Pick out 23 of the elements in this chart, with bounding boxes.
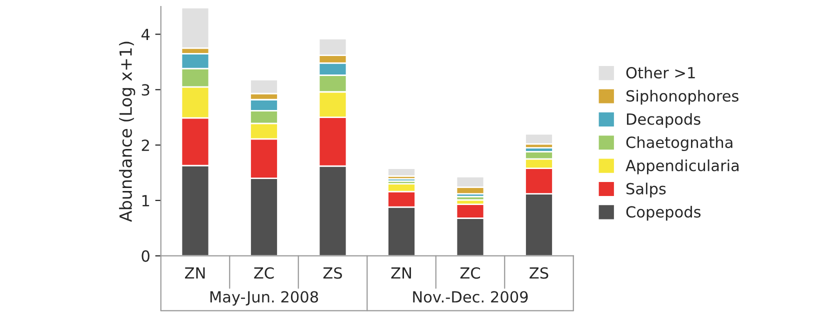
legend-label: Appendicularia <box>626 159 739 174</box>
legend-label: Decapods <box>626 113 700 128</box>
bar <box>524 133 554 145</box>
legend-label: Salps <box>626 182 666 198</box>
legend-label: Siphonophores <box>626 90 738 105</box>
text: May-Jun. 2008 <box>210 291 318 306</box>
y-tick-label: 3 <box>142 84 150 96</box>
legend-label: Copepods <box>626 206 701 221</box>
y-tick-label: 4 <box>141 28 150 40</box>
x-tick-label: ZN <box>391 267 411 279</box>
y-tick-label: 2 <box>142 140 149 151</box>
legend-label: Other >1 <box>626 66 695 79</box>
x-tick-label: ZS <box>530 267 548 279</box>
x-tick-label: ZC <box>254 267 274 279</box>
bar <box>387 168 416 177</box>
x-tick-label: ZC <box>460 267 480 279</box>
legend-label: Chaetognatha <box>626 136 732 152</box>
x-tick-label: ZN <box>184 267 205 279</box>
x-tick-label: ZS <box>323 267 342 279</box>
text: Nov.-Dec. 2009 <box>413 291 528 303</box>
y-axis-title: Abundance (Log x+1) <box>119 42 136 222</box>
y-tick-label: 1 <box>142 195 150 206</box>
y-tick-label: 0 <box>142 250 150 262</box>
